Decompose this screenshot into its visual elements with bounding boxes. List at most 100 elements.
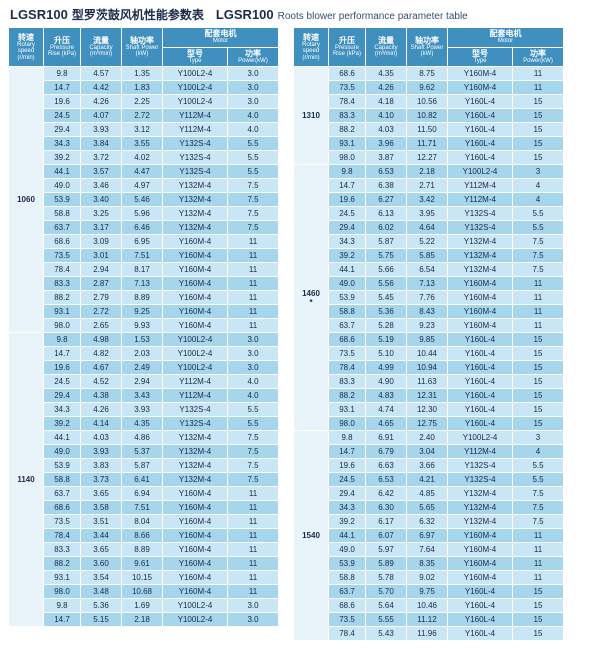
data-cell: 15 (513, 403, 564, 417)
data-cell: Y160L-4 (448, 333, 513, 347)
data-cell: 63.7 (329, 585, 366, 599)
data-cell: Y160L-4 (448, 389, 513, 403)
data-cell: 29.4 (329, 221, 366, 235)
data-cell: 11 (513, 67, 564, 81)
table-row: 44.14.034.86Y132M-47.5 (9, 431, 279, 445)
data-cell: 3.65 (81, 487, 122, 501)
data-cell: Y100L2-4 (448, 165, 513, 179)
table-row: 14.75.152.18Y100L2-43.0 (9, 613, 279, 627)
data-cell: 93.1 (44, 305, 81, 319)
data-cell: 4.21 (407, 473, 448, 487)
data-cell: Y112M-4 (163, 375, 228, 389)
data-cell: 88.2 (329, 123, 366, 137)
data-cell: 6.07 (366, 529, 407, 543)
table-row: 24.56.534.21Y132S-45.5 (294, 473, 564, 487)
data-cell: 93.1 (44, 571, 81, 585)
data-cell: Y132M-4 (163, 193, 228, 207)
data-cell: 5.96 (122, 207, 163, 221)
data-cell: 5.45 (366, 291, 407, 305)
data-cell: 3.0 (228, 347, 279, 361)
data-cell: 4.90 (366, 375, 407, 389)
data-cell: 19.6 (329, 459, 366, 473)
data-cell: 7.5 (513, 501, 564, 515)
data-cell: 10.82 (407, 109, 448, 123)
data-cell: 7.13 (407, 277, 448, 291)
data-cell: 24.5 (329, 473, 366, 487)
data-cell: Y112M-4 (448, 445, 513, 459)
table-row: 11409.84.981.53Y100L2-43.0 (9, 333, 279, 347)
data-cell: 5.46 (122, 193, 163, 207)
data-cell: Y112M-4 (163, 109, 228, 123)
data-cell: 58.8 (329, 571, 366, 585)
data-cell: 3.65 (81, 543, 122, 557)
data-cell: Y132S-4 (163, 403, 228, 417)
data-cell: 2.25 (122, 95, 163, 109)
table-row: 63.75.709.75Y160L-415 (294, 585, 564, 599)
data-cell: 78.4 (329, 95, 366, 109)
data-cell: 1.83 (122, 81, 163, 95)
table-row: 19.66.273.42Y112M-44 (294, 193, 564, 207)
data-cell: 2.94 (81, 263, 122, 277)
table-row: 24.56.133.95Y132S-45.5 (294, 207, 564, 221)
data-cell: 3.43 (122, 389, 163, 403)
table-row: 88.22.798.89Y160M-411 (9, 291, 279, 305)
data-cell: 9.62 (407, 81, 448, 95)
data-cell: 9.8 (44, 333, 81, 347)
data-cell: Y160L-4 (448, 347, 513, 361)
data-cell: 49.0 (44, 445, 81, 459)
speed-cell: 1540 (294, 431, 329, 641)
table-row: 34.34.263.93Y132S-45.5 (9, 403, 279, 417)
data-cell: 5.36 (366, 305, 407, 319)
data-cell: 3.17 (81, 221, 122, 235)
table-row: 34.36.305.65Y132M-47.5 (294, 501, 564, 515)
data-cell: 44.1 (44, 165, 81, 179)
data-cell: Y160L-4 (448, 417, 513, 431)
data-cell: Y160L-4 (448, 151, 513, 165)
data-cell: 12.27 (407, 151, 448, 165)
data-cell: 6.53 (366, 473, 407, 487)
data-cell: 11 (228, 515, 279, 529)
data-cell: 3 (513, 165, 564, 179)
data-cell: Y132M-4 (163, 221, 228, 235)
data-cell: 4 (513, 445, 564, 459)
data-cell: 15 (513, 137, 564, 151)
data-cell: 5.87 (366, 235, 407, 249)
data-cell: 9.8 (44, 67, 81, 81)
data-cell: 6.32 (407, 515, 448, 529)
data-cell: 4.02 (122, 151, 163, 165)
data-cell: 2.79 (81, 291, 122, 305)
data-cell: 4.74 (366, 403, 407, 417)
data-cell: Y100L2-4 (163, 333, 228, 347)
data-cell: 29.4 (329, 487, 366, 501)
data-cell: 4.65 (366, 417, 407, 431)
table-row: 73.53.017.51Y160M-411 (9, 249, 279, 263)
data-cell: 2.65 (81, 319, 122, 333)
table-row: 14.76.793.04Y112M-44 (294, 445, 564, 459)
data-cell: 4.85 (407, 487, 448, 501)
data-cell: 5.43 (366, 627, 407, 641)
data-cell: 3.40 (81, 193, 122, 207)
data-cell: 4.42 (81, 81, 122, 95)
data-cell: 58.8 (329, 305, 366, 319)
data-cell: 3 (513, 431, 564, 445)
data-cell: 2.40 (407, 431, 448, 445)
data-cell: 11 (228, 543, 279, 557)
data-cell: 3.12 (122, 123, 163, 137)
table-row: 93.12.729.25Y160M-411 (9, 305, 279, 319)
data-cell: 7.5 (228, 445, 279, 459)
data-cell: 4.0 (228, 123, 279, 137)
data-cell: Y160M-4 (448, 529, 513, 543)
table-row: 24.54.522.94Y112M-44.0 (9, 375, 279, 389)
data-cell: 9.25 (122, 305, 163, 319)
table-row: 44.13.574.47Y132S-45.5 (9, 165, 279, 179)
table-row: 93.13.9611.71Y160L-415 (294, 137, 564, 151)
data-cell: 3.0 (228, 599, 279, 613)
data-cell: 11 (513, 291, 564, 305)
data-cell: 10.94 (407, 361, 448, 375)
data-cell: Y160M-4 (448, 67, 513, 81)
data-cell: 4.67 (81, 361, 122, 375)
data-cell: Y160M-4 (448, 81, 513, 95)
data-cell: Y160M-4 (163, 249, 228, 263)
data-cell: 6.63 (366, 459, 407, 473)
table-row: 68.63.096.95Y160M-411 (9, 235, 279, 249)
